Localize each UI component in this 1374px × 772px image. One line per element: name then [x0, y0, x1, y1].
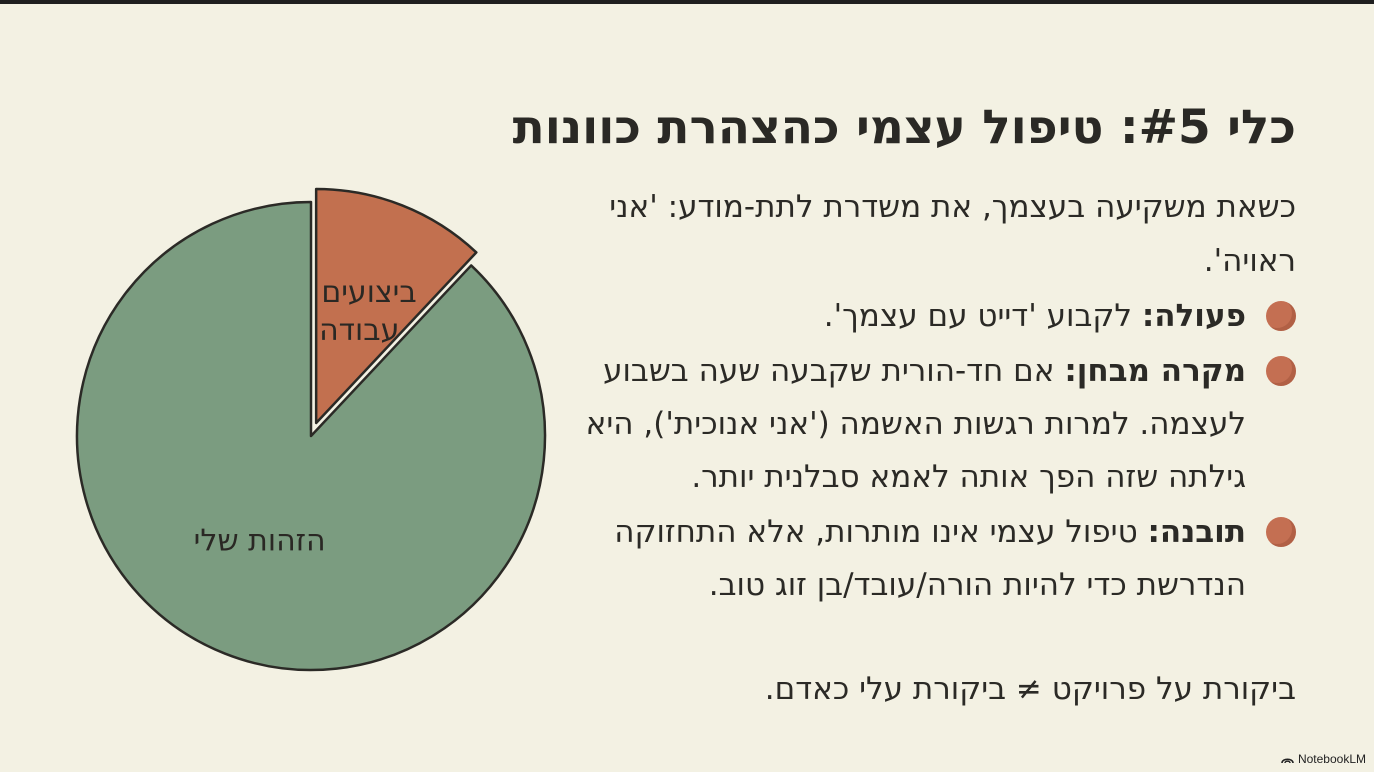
bullet-text: טיפול עצמי אינו מותרות, אלא התחזוקה הנדר…	[614, 514, 1246, 603]
window-top-bar	[0, 0, 1374, 4]
bullet-text: לקבוע 'דייט עם עצמך'.	[823, 298, 1142, 334]
bullet-heading: תובנה:	[1147, 514, 1246, 550]
brand-label: NotebookLM	[1297, 752, 1366, 766]
brand-watermark: NotebookLM	[1281, 752, 1366, 766]
bullet-dot-icon	[1266, 301, 1296, 331]
pie-label-performance-work: ביצועים / עבודה	[302, 275, 417, 348]
bullet-heading: מקרה מבחן:	[1064, 353, 1246, 389]
pie-label-my-identity: הזהות שלי	[194, 523, 326, 558]
pie-chart-svg: ביצועים / עבודה הזהות שלי	[75, 187, 547, 672]
bullet-dot-icon	[1266, 517, 1296, 547]
bullet-list: פעולה: לקבוע 'דייט עם עצמך'. מקרה מבחן: …	[536, 290, 1296, 612]
bullet-text: אם חד-הורית שקבעה שעה בשבוע לעצמה. למרות…	[585, 353, 1246, 495]
bullet-dot-icon	[1266, 356, 1296, 386]
pie-slice-my-identity	[75, 200, 547, 672]
slide-content: כלי #5: טיפול עצמי כהצהרת כוונות כשאת מש…	[512, 92, 1296, 716]
notebooklm-icon	[1281, 757, 1294, 763]
bullet-item-action: פעולה: לקבוע 'דייט עם עצמך'.	[536, 290, 1296, 343]
pie-chart: ביצועים / עבודה הזהות שלי	[60, 164, 560, 704]
closing-statement: ביקורת על פרויקט ≠ ביקורת עלי כאדם.	[764, 671, 1296, 707]
slide: ביצועים / עבודה הזהות שלי כלי #5: טיפול עצ…	[0, 4, 1374, 772]
bullet-item-case-study: מקרה מבחן: אם חד-הורית שקבעה שעה בשבוע ל…	[536, 345, 1296, 504]
intro-text: כשאת משקיעה בעצמך, את משדרת לתת-מודע: 'א…	[609, 189, 1296, 279]
slide-title: כלי #5: טיפול עצמי כהצהרת כוונות	[512, 100, 1296, 155]
pie-slice-performance-work	[314, 187, 478, 425]
bullet-heading: פעולה:	[1141, 298, 1246, 334]
bullet-item-insight: תובנה: טיפול עצמי אינו מותרות, אלא התחזו…	[536, 506, 1296, 612]
